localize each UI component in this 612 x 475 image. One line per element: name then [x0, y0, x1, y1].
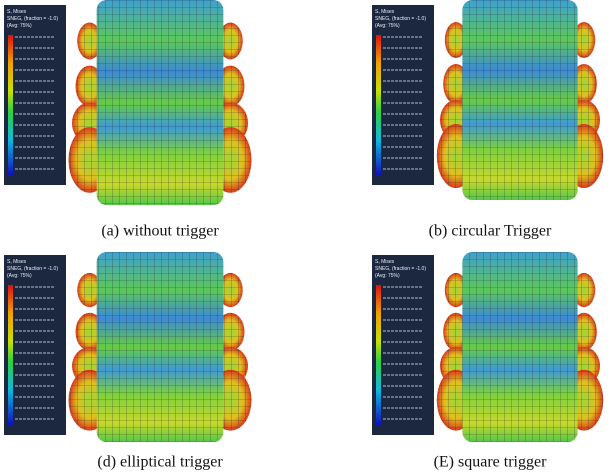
legend-text: S, Mises	[375, 259, 395, 265]
legend-text: (Avg: 75%)	[375, 23, 400, 29]
caption: (a) without trigger	[101, 223, 219, 240]
legend-text: (Avg: 75%)	[375, 273, 400, 279]
legend-scale	[376, 35, 381, 175]
legend-text: SNEG, (fraction = -1.0)	[375, 16, 426, 22]
legend-text: S, Mises	[7, 259, 27, 265]
legend-text: S, Mises	[7, 9, 27, 15]
caption: (b) circular Trigger	[429, 223, 552, 240]
tube-mesh	[462, 0, 577, 200]
legend-text: (Avg: 75%)	[7, 23, 32, 29]
tube	[68, 252, 251, 442]
tube	[437, 252, 603, 442]
legend-text: S, Mises	[375, 9, 395, 15]
tube-mesh	[462, 252, 577, 442]
legend-text: SNEG, (fraction = -1.0)	[375, 266, 426, 272]
legend-scale	[376, 285, 381, 425]
tube-mesh	[97, 0, 224, 205]
caption: (d) elliptical trigger	[97, 454, 223, 471]
tube-mesh	[97, 252, 224, 442]
tube	[68, 0, 251, 205]
legend-text: SNEG, (fraction = -1.0)	[7, 266, 58, 272]
legend-scale	[8, 285, 13, 425]
page: {"panels": [ {"caption": "(a) without tr…	[0, 0, 612, 475]
legend-scale	[8, 35, 13, 175]
tube	[437, 0, 603, 200]
caption: (E) square trigger	[434, 454, 548, 471]
figure: S, MisesSNEG, (fraction = -1.0)(Avg: 75%…	[0, 0, 612, 475]
legend-text: SNEG, (fraction = -1.0)	[7, 16, 58, 22]
legend-text: (Avg: 75%)	[7, 273, 32, 279]
